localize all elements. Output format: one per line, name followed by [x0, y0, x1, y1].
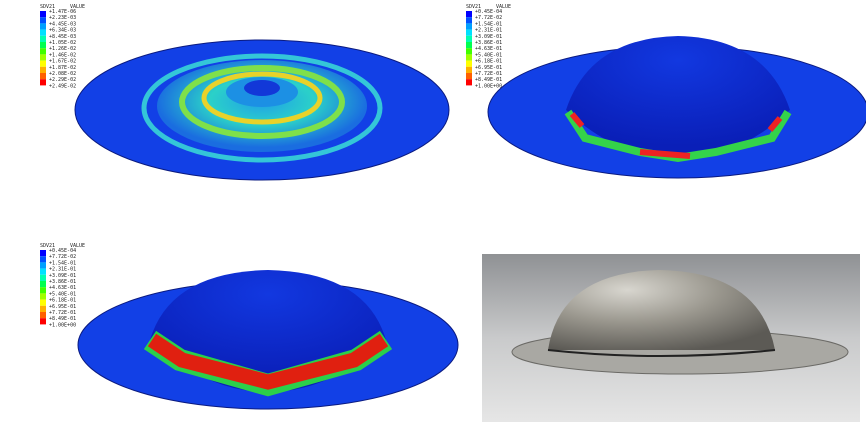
- legend-value: +3.09E-01: [49, 273, 76, 279]
- legend-swatch: [40, 48, 46, 55]
- legend-value: +1.00E+00: [475, 83, 502, 89]
- legend-swatch: [40, 250, 46, 257]
- legend-value: +2.23E-03: [49, 15, 76, 21]
- legend-swatch: [40, 66, 46, 73]
- legend-variable: SDV21: [466, 4, 481, 10]
- photograph: [482, 254, 860, 422]
- legend-swatch: [40, 23, 46, 30]
- legend-swatch: [466, 48, 472, 55]
- legend-value: +1.54E-01: [49, 260, 76, 266]
- legend-swatch: [40, 29, 46, 36]
- legend-value: +3.86E-01: [475, 40, 502, 46]
- legend-value: +6.18E-01: [49, 298, 76, 304]
- simulation-1: [74, 39, 450, 181]
- legend-swatch: [40, 256, 46, 263]
- legend-swatch: [40, 312, 46, 319]
- legend-value: +4.63E-01: [475, 46, 502, 52]
- legend-value: +0.45E-04: [475, 9, 502, 15]
- legend-value: +7.72E-01: [49, 310, 76, 316]
- legend-swatch: [40, 268, 46, 275]
- legend-value: +1.54E-01: [475, 21, 502, 27]
- legend-variable: SDV21: [40, 4, 55, 10]
- legend-value: +1.87E-02: [49, 65, 76, 71]
- legend-swatch: [466, 79, 472, 86]
- legend-swatch: [466, 54, 472, 61]
- legend-value: +6.95E-01: [475, 65, 502, 71]
- simulation-3: [77, 270, 459, 410]
- legend-value: +2.49E-02: [49, 83, 76, 89]
- legend-variable: SDV21: [40, 243, 55, 249]
- legend-value: +5.40E-01: [49, 291, 76, 297]
- legend-swatch: [466, 42, 472, 49]
- legend-value: +2.31E-01: [475, 28, 502, 34]
- legend-swatch: [40, 293, 46, 300]
- legend-value: +6.18E-01: [475, 59, 502, 65]
- legend-swatch: [40, 281, 46, 288]
- legend-header: VALUE: [70, 243, 85, 249]
- legend-value: +1.46E-02: [49, 52, 76, 58]
- legend-value: +7.72E-02: [475, 15, 502, 21]
- legend-value: +2.29E-02: [49, 77, 76, 83]
- legend-swatch: [466, 66, 472, 73]
- legend-swatch: [466, 11, 472, 18]
- simulation-2: [487, 36, 866, 179]
- legend-value: +2.08E-02: [49, 71, 76, 77]
- legend-swatch: [466, 23, 472, 30]
- legend-value: +1.26E-02: [49, 46, 76, 52]
- legend-value: +1.05E-02: [49, 40, 76, 46]
- legend-value: +1.00E+00: [49, 322, 76, 328]
- legend-value: +0.45E-04: [49, 248, 76, 254]
- legend-header: VALUE: [70, 4, 85, 10]
- legend-value: +3.09E-01: [475, 34, 502, 40]
- legend-value: +7.72E-01: [475, 71, 502, 77]
- legend-value: +8.49E-01: [475, 77, 502, 83]
- legend-swatch: [40, 42, 46, 49]
- legend-value: +5.40E-01: [475, 52, 502, 58]
- legend-swatch: [466, 60, 472, 67]
- legend-swatch: [466, 35, 472, 42]
- legend-value: +2.31E-01: [49, 267, 76, 273]
- legend-swatch: [466, 29, 472, 36]
- legend-swatch: [40, 274, 46, 281]
- legend-value: +1.67E-02: [49, 59, 76, 65]
- legend-value: +6.95E-01: [49, 304, 76, 310]
- legend-swatch: [40, 11, 46, 18]
- legend-value: +8.49E-01: [49, 316, 76, 322]
- legend-swatch: [466, 73, 472, 80]
- legend-value: +4.45E-03: [49, 21, 76, 27]
- legend-value: +1.47E-06: [49, 9, 76, 15]
- legend-value: +6.34E-03: [49, 28, 76, 34]
- legend-swatch: [40, 262, 46, 269]
- legend-swatch: [466, 17, 472, 24]
- legend-value: +3.86E-01: [49, 279, 76, 285]
- legend-swatch: [40, 79, 46, 86]
- legend-swatch: [40, 17, 46, 24]
- legend-swatch: [40, 299, 46, 306]
- legend-value: +7.72E-02: [49, 254, 76, 260]
- legend-swatch: [40, 318, 46, 325]
- legend-swatch: [40, 305, 46, 312]
- legend-value: +8.45E-03: [49, 34, 76, 40]
- legend-swatch: [40, 73, 46, 80]
- legend-header: VALUE: [496, 4, 511, 10]
- legend-swatch: [40, 287, 46, 294]
- legend-value: +4.63E-01: [49, 285, 76, 291]
- legend-swatch: [40, 60, 46, 67]
- legend-swatch: [40, 35, 46, 42]
- legend-swatch: [40, 54, 46, 61]
